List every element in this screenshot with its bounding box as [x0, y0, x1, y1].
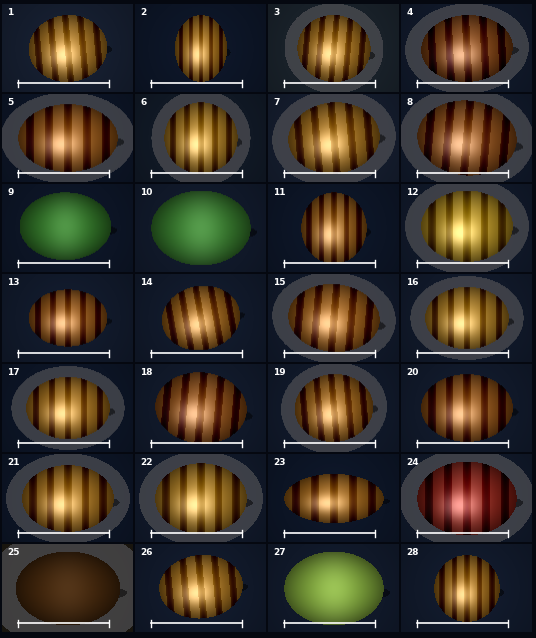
Text: 20: 20 [406, 368, 419, 378]
Text: 11: 11 [273, 188, 286, 197]
Text: 23: 23 [273, 458, 286, 468]
Text: 26: 26 [140, 549, 153, 558]
Text: 8: 8 [406, 98, 413, 107]
Text: 15: 15 [273, 278, 286, 287]
Text: 25: 25 [8, 549, 20, 558]
Text: 4: 4 [406, 8, 413, 17]
Text: 3: 3 [273, 8, 279, 17]
Text: 22: 22 [140, 458, 153, 468]
Text: 16: 16 [406, 278, 419, 287]
Text: 14: 14 [140, 278, 153, 287]
Text: 28: 28 [406, 549, 419, 558]
Text: 19: 19 [273, 368, 286, 378]
Text: 10: 10 [140, 188, 153, 197]
Text: 24: 24 [406, 458, 419, 468]
Text: 1: 1 [8, 8, 13, 17]
Text: 13: 13 [8, 278, 20, 287]
Text: 27: 27 [273, 549, 286, 558]
Text: 9: 9 [8, 188, 13, 197]
Text: 18: 18 [140, 368, 153, 378]
Text: 7: 7 [273, 98, 280, 107]
Text: 6: 6 [140, 98, 146, 107]
Text: 17: 17 [8, 368, 20, 378]
Text: 21: 21 [8, 458, 20, 468]
Text: 12: 12 [406, 188, 419, 197]
Text: 2: 2 [140, 8, 146, 17]
Text: 5: 5 [8, 98, 13, 107]
